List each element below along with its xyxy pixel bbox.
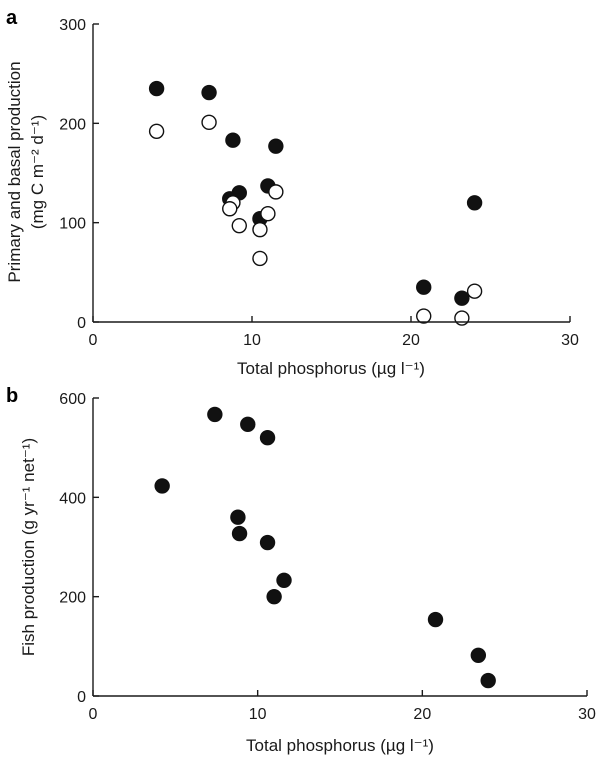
- panel-b-y-tick-label: 200: [59, 590, 86, 607]
- panel-a-x-axis-title: Total phosphorus (µg l⁻¹): [237, 359, 425, 378]
- panel-a-open-point: [268, 184, 284, 200]
- panel-a-y-tick-label: 0: [77, 315, 86, 332]
- panel-b-chart: b 0 10 20 30 0 200 400 600 Total phosphorus (µg…: [6, 385, 596, 755]
- panel-b-x-axis-title: Total phosphorus (µg l⁻¹): [246, 736, 434, 755]
- panel-b-filled-point: [231, 525, 248, 542]
- panel-b-label: b: [6, 385, 18, 407]
- panel-b-filled-point: [276, 572, 292, 588]
- panel-a-open-point: [201, 114, 217, 131]
- panel-b-filled-point: [207, 406, 223, 423]
- panel-a-open-point: [231, 217, 247, 234]
- panel-b-filled-point: [259, 534, 276, 551]
- panel-a-filled-point: [148, 80, 165, 97]
- panel-a-x-tick-label: 10: [243, 332, 261, 349]
- panel-b-filled-point: [427, 611, 444, 628]
- panel-b-y-tick-label: 600: [59, 391, 86, 408]
- panel-b-x-tick-label: 10: [249, 706, 267, 723]
- panel-b-ticks: 0 10 20 30 0 200 400 600: [59, 391, 596, 723]
- panel-b-filled-point: [470, 647, 487, 663]
- panel-a-x-tick-label: 0: [89, 332, 98, 349]
- panel-b-plot-area: [154, 406, 496, 689]
- panel-a-y-axis-title-line2: (mg C m⁻² d⁻¹): [28, 115, 47, 229]
- panel-b-x-tick-label: 0: [89, 706, 98, 723]
- panel-a-open-point: [222, 201, 238, 217]
- panel-b-y-tick-label: 400: [59, 490, 86, 507]
- panel-a-y-tick-label: 300: [59, 17, 86, 34]
- panel-b-y-axis-title: Fish production (g yr⁻¹ net⁻¹): [19, 438, 38, 656]
- panel-a-plot-area: [148, 80, 483, 326]
- panel-b-filled-point: [259, 430, 276, 446]
- panel-a-y-tick-label: 200: [59, 116, 86, 133]
- panel-a-x-tick-label: 20: [402, 332, 420, 349]
- panel-a-filled-point: [201, 84, 217, 101]
- panel-a-open-point: [148, 123, 165, 139]
- panel-a-filled-point: [454, 290, 470, 306]
- panel-a-x-tick-label: 30: [561, 332, 579, 349]
- panel-a-filled-point: [225, 132, 241, 148]
- panel-a-label: a: [6, 7, 18, 29]
- panel-a-open-point: [260, 206, 276, 222]
- panel-b-filled-point: [240, 416, 256, 433]
- panel-b-filled-point: [266, 588, 282, 605]
- panel-b-filled-point: [154, 478, 170, 494]
- panel-a-filled-point: [466, 195, 483, 211]
- panel-a-open-point: [416, 308, 432, 324]
- panel-a-open-point: [252, 250, 268, 267]
- panel-b-y-tick-label: 0: [77, 689, 86, 706]
- panel-b-filled-point: [230, 509, 246, 525]
- panel-b-filled-point: [480, 672, 496, 689]
- panel-a-filled-point: [268, 138, 284, 154]
- panel-a-y-tick-label: 100: [59, 216, 86, 233]
- panel-b-x-tick-label: 20: [413, 706, 431, 723]
- panel-a-open-point: [466, 283, 483, 299]
- panel-b-x-tick-label: 30: [578, 706, 596, 723]
- panel-a-filled-point: [416, 279, 432, 295]
- panel-a-open-point: [252, 221, 268, 238]
- panel-a-open-point: [454, 310, 470, 326]
- panel-a-y-axis-title-line1: Primary and basal production: [5, 61, 24, 282]
